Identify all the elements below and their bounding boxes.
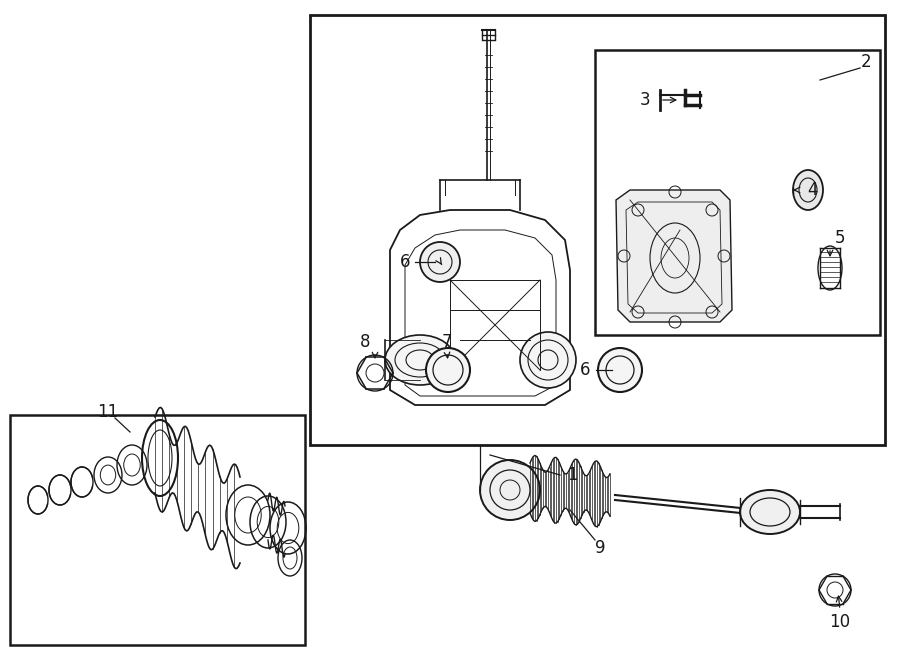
Ellipse shape — [420, 242, 460, 282]
Ellipse shape — [426, 348, 470, 392]
Bar — [310, 15, 885, 445]
Text: 8: 8 — [360, 333, 370, 351]
Ellipse shape — [793, 170, 823, 210]
Ellipse shape — [598, 348, 642, 392]
Text: 1: 1 — [567, 466, 577, 484]
Text: 5: 5 — [835, 229, 845, 247]
Text: 9: 9 — [595, 539, 605, 557]
Text: 2: 2 — [860, 53, 871, 71]
Text: 7: 7 — [442, 333, 452, 351]
Text: 3: 3 — [640, 91, 651, 109]
Ellipse shape — [480, 460, 540, 520]
Text: 4: 4 — [806, 181, 817, 199]
Bar — [10, 415, 305, 645]
Ellipse shape — [385, 335, 455, 385]
Text: 11: 11 — [97, 403, 119, 421]
Text: 6: 6 — [400, 253, 410, 271]
Ellipse shape — [740, 490, 800, 534]
Text: 6: 6 — [580, 361, 590, 379]
Bar — [595, 50, 880, 335]
Ellipse shape — [520, 332, 576, 388]
Polygon shape — [616, 190, 732, 322]
Text: 10: 10 — [830, 613, 850, 631]
